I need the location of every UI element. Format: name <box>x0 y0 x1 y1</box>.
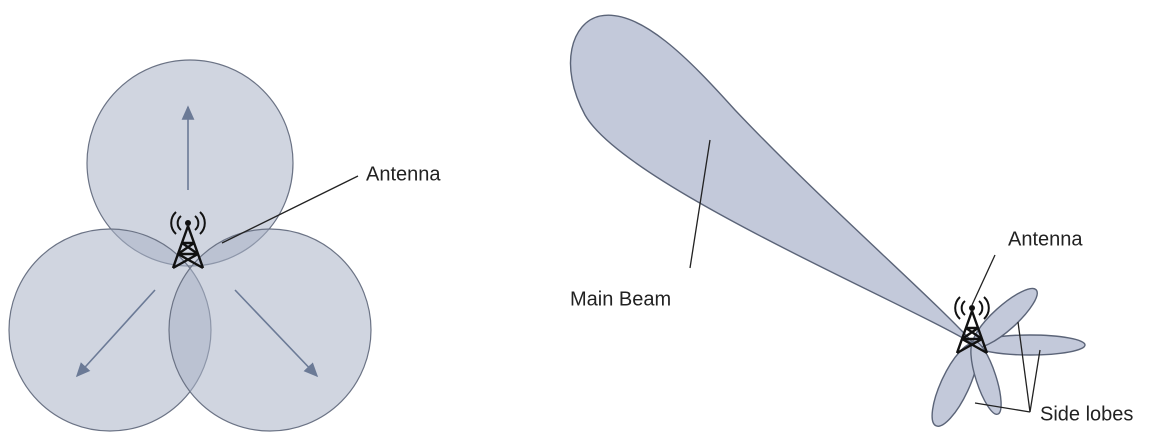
leader-line <box>689 139 711 269</box>
antenna-label: Antenna <box>1008 228 1083 250</box>
side-lobes-label: Side lobes <box>1040 403 1133 425</box>
coverage-circle <box>168 228 372 432</box>
leader-line <box>971 254 996 306</box>
direction-arrow <box>75 289 156 378</box>
coverage-circle <box>86 59 294 267</box>
direction-arrow <box>234 289 319 378</box>
main-beam-label: Main Beam <box>570 288 671 310</box>
side-lobe <box>970 341 1002 415</box>
leader-line <box>974 321 1041 413</box>
coverage-diagram: Antenna <box>8 59 441 432</box>
beam-diagram: Main Beam Antenna Side lobes <box>569 14 1133 427</box>
main-beam <box>569 14 976 346</box>
antenna-label: Antenna <box>366 163 441 185</box>
leader-line <box>221 175 359 244</box>
